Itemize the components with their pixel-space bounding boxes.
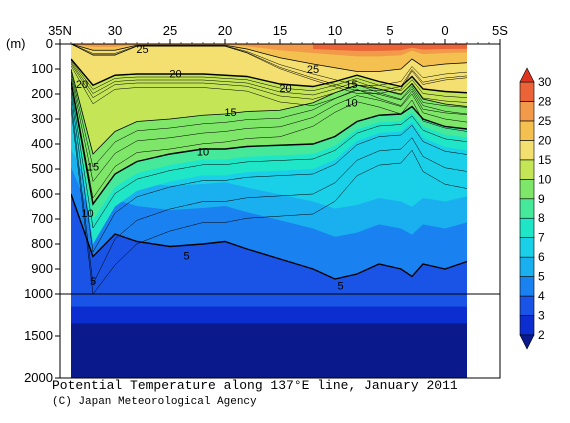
colorbar-segment-5: [519, 217, 535, 238]
depth-tick-label-6: 600: [31, 186, 53, 201]
colorbar-label-30: 30: [538, 75, 552, 89]
colorbar-segment-9: [519, 140, 535, 161]
isotherm-minor-b3: [71, 65, 467, 115]
colorbar-segment-0: [519, 315, 535, 336]
depth-tick-label-10: 1000: [24, 286, 53, 301]
isotherm-5: [71, 193, 467, 280]
isotherm-minor-c2: [71, 78, 467, 199]
colorbar-segment-10: [519, 120, 535, 141]
isotherm-label-8: 15: [87, 162, 99, 174]
colorbar-label-4: 4: [538, 289, 545, 303]
colorbar-segment-7: [519, 179, 535, 200]
temperature-layer-hot: [313, 44, 467, 51]
isotherm-label-6: 10: [345, 97, 357, 109]
colorbar-label-9: 9: [538, 192, 545, 206]
lat-tick-label-1: 30: [108, 23, 122, 38]
isotherm-minor-a0: [71, 44, 467, 86]
lat-tick-label-8: 5S: [492, 23, 508, 38]
lat-tick-label-2: 25: [163, 23, 177, 38]
lat-tick-label-0: 35N: [48, 23, 72, 38]
isotherm-minor-d1: [71, 92, 467, 253]
isotherm-minor-d2: [71, 100, 467, 285]
colorbar-segment-12: [519, 81, 535, 102]
colorbar-label-8: 8: [538, 211, 545, 225]
isotherm-minor-d0: [71, 87, 467, 229]
colorbar-label-20: 20: [538, 133, 552, 147]
isotherm-label-5: 15: [345, 79, 357, 91]
depth-tick-label-7: 700: [31, 211, 53, 226]
temperature-field: [71, 44, 467, 378]
isotherm-minor-c0: [71, 71, 467, 168]
isotherm-label-1: 20: [76, 79, 88, 91]
isotherm-minor-b1: [71, 61, 467, 103]
colorbar-label-5: 5: [538, 270, 545, 284]
isotherm-minor-b0: [71, 60, 467, 98]
colorbar-label-2: 2: [538, 328, 545, 342]
depth-tick-label-8: 800: [31, 236, 53, 251]
colorbar-label-6: 6: [538, 250, 545, 264]
lat-tick-label-4: 15: [273, 23, 287, 38]
isotherm-minor-a2: [71, 44, 467, 94]
colorbar-label-25: 25: [538, 114, 552, 128]
temperature-colorbar: 2 3 4 5 6 7 8 9 10 15 20 25 28 30: [519, 67, 552, 350]
chart-credit: (C) Japan Meteorological Agency: [52, 396, 257, 408]
depth-tick-label-2: 200: [31, 86, 53, 101]
colorbar-label-15: 15: [538, 153, 552, 167]
isotherm-label-2: 20: [169, 69, 181, 81]
colorbar-label-28: 28: [538, 94, 552, 108]
isotherm-label-7: 15: [224, 107, 236, 119]
isotherm-10: [71, 81, 467, 206]
isotherm-label-12: 5: [90, 276, 96, 288]
colorbar-extend-min: [519, 334, 535, 350]
isotherm-label-10: 10: [81, 208, 93, 220]
lat-tick-label-3: 20: [218, 23, 232, 38]
colorbar-segment-3: [519, 256, 535, 277]
depth-tick-label-12: 2000: [24, 370, 53, 385]
isotherm-15: [71, 68, 467, 155]
latitude-axis: 35N 30 25 20 15 10 5 0 5S: [48, 23, 508, 44]
isotherm-label-3: 25: [307, 64, 319, 76]
colorbar-segment-6: [519, 198, 535, 219]
isotherm-label-0: 25: [136, 44, 148, 56]
chart-title: Potential Temperature along 137°E line, …: [52, 378, 458, 393]
colorbar-segment-4: [519, 237, 535, 258]
depth-tick-label-11: 1500: [24, 328, 53, 343]
deep-band-2: [71, 323, 467, 378]
isotherm-label-11: 5: [183, 250, 189, 262]
colorbar-segment-1: [519, 295, 535, 316]
colorbar-segment-11: [519, 101, 535, 122]
depth-tick-label-5: 500: [31, 161, 53, 176]
lat-tick-label-6: 5: [386, 23, 393, 38]
colorbar-label-3: 3: [538, 309, 545, 323]
isotherm-minor-d3: [71, 107, 467, 295]
depth-tick-label-4: 400: [31, 136, 53, 151]
depth-unit-label: (m): [6, 36, 26, 51]
isotherm-label-13: 5: [337, 280, 343, 292]
lat-tick-label-7: 0: [441, 23, 448, 38]
depth-tick-label-1: 100: [31, 61, 53, 76]
isotherm-minor-b2: [71, 63, 467, 108]
isotherm-label-4: 20: [279, 83, 291, 95]
colorbar-segment-8: [519, 159, 535, 180]
lat-tick-label-5: 10: [328, 23, 342, 38]
isotherm-lines: [71, 44, 467, 295]
colorbar-extend-max: [519, 67, 535, 83]
depth-tick-label-3: 300: [31, 111, 53, 126]
colorbar-label-7: 7: [538, 231, 545, 245]
isotherm-20: [71, 58, 467, 94]
isotherm-25: [71, 44, 467, 72]
colorbar-label-10: 10: [538, 172, 552, 186]
isotherm-minor-c1: [71, 75, 467, 183]
depth-axis: 100 200 300 400 500 600 700 800 900 1000 1500 2000 0: [24, 36, 60, 385]
colorbar-segment-2: [519, 276, 535, 297]
isotherm-labels: 25 20 20 25 20 15 10 15 15 10 10 5 5 5: [76, 44, 358, 292]
isotherm-label-9: 10: [197, 147, 209, 159]
depth-tick-label-9: 900: [31, 261, 53, 276]
depth-tick-label-0: 0: [46, 36, 53, 51]
